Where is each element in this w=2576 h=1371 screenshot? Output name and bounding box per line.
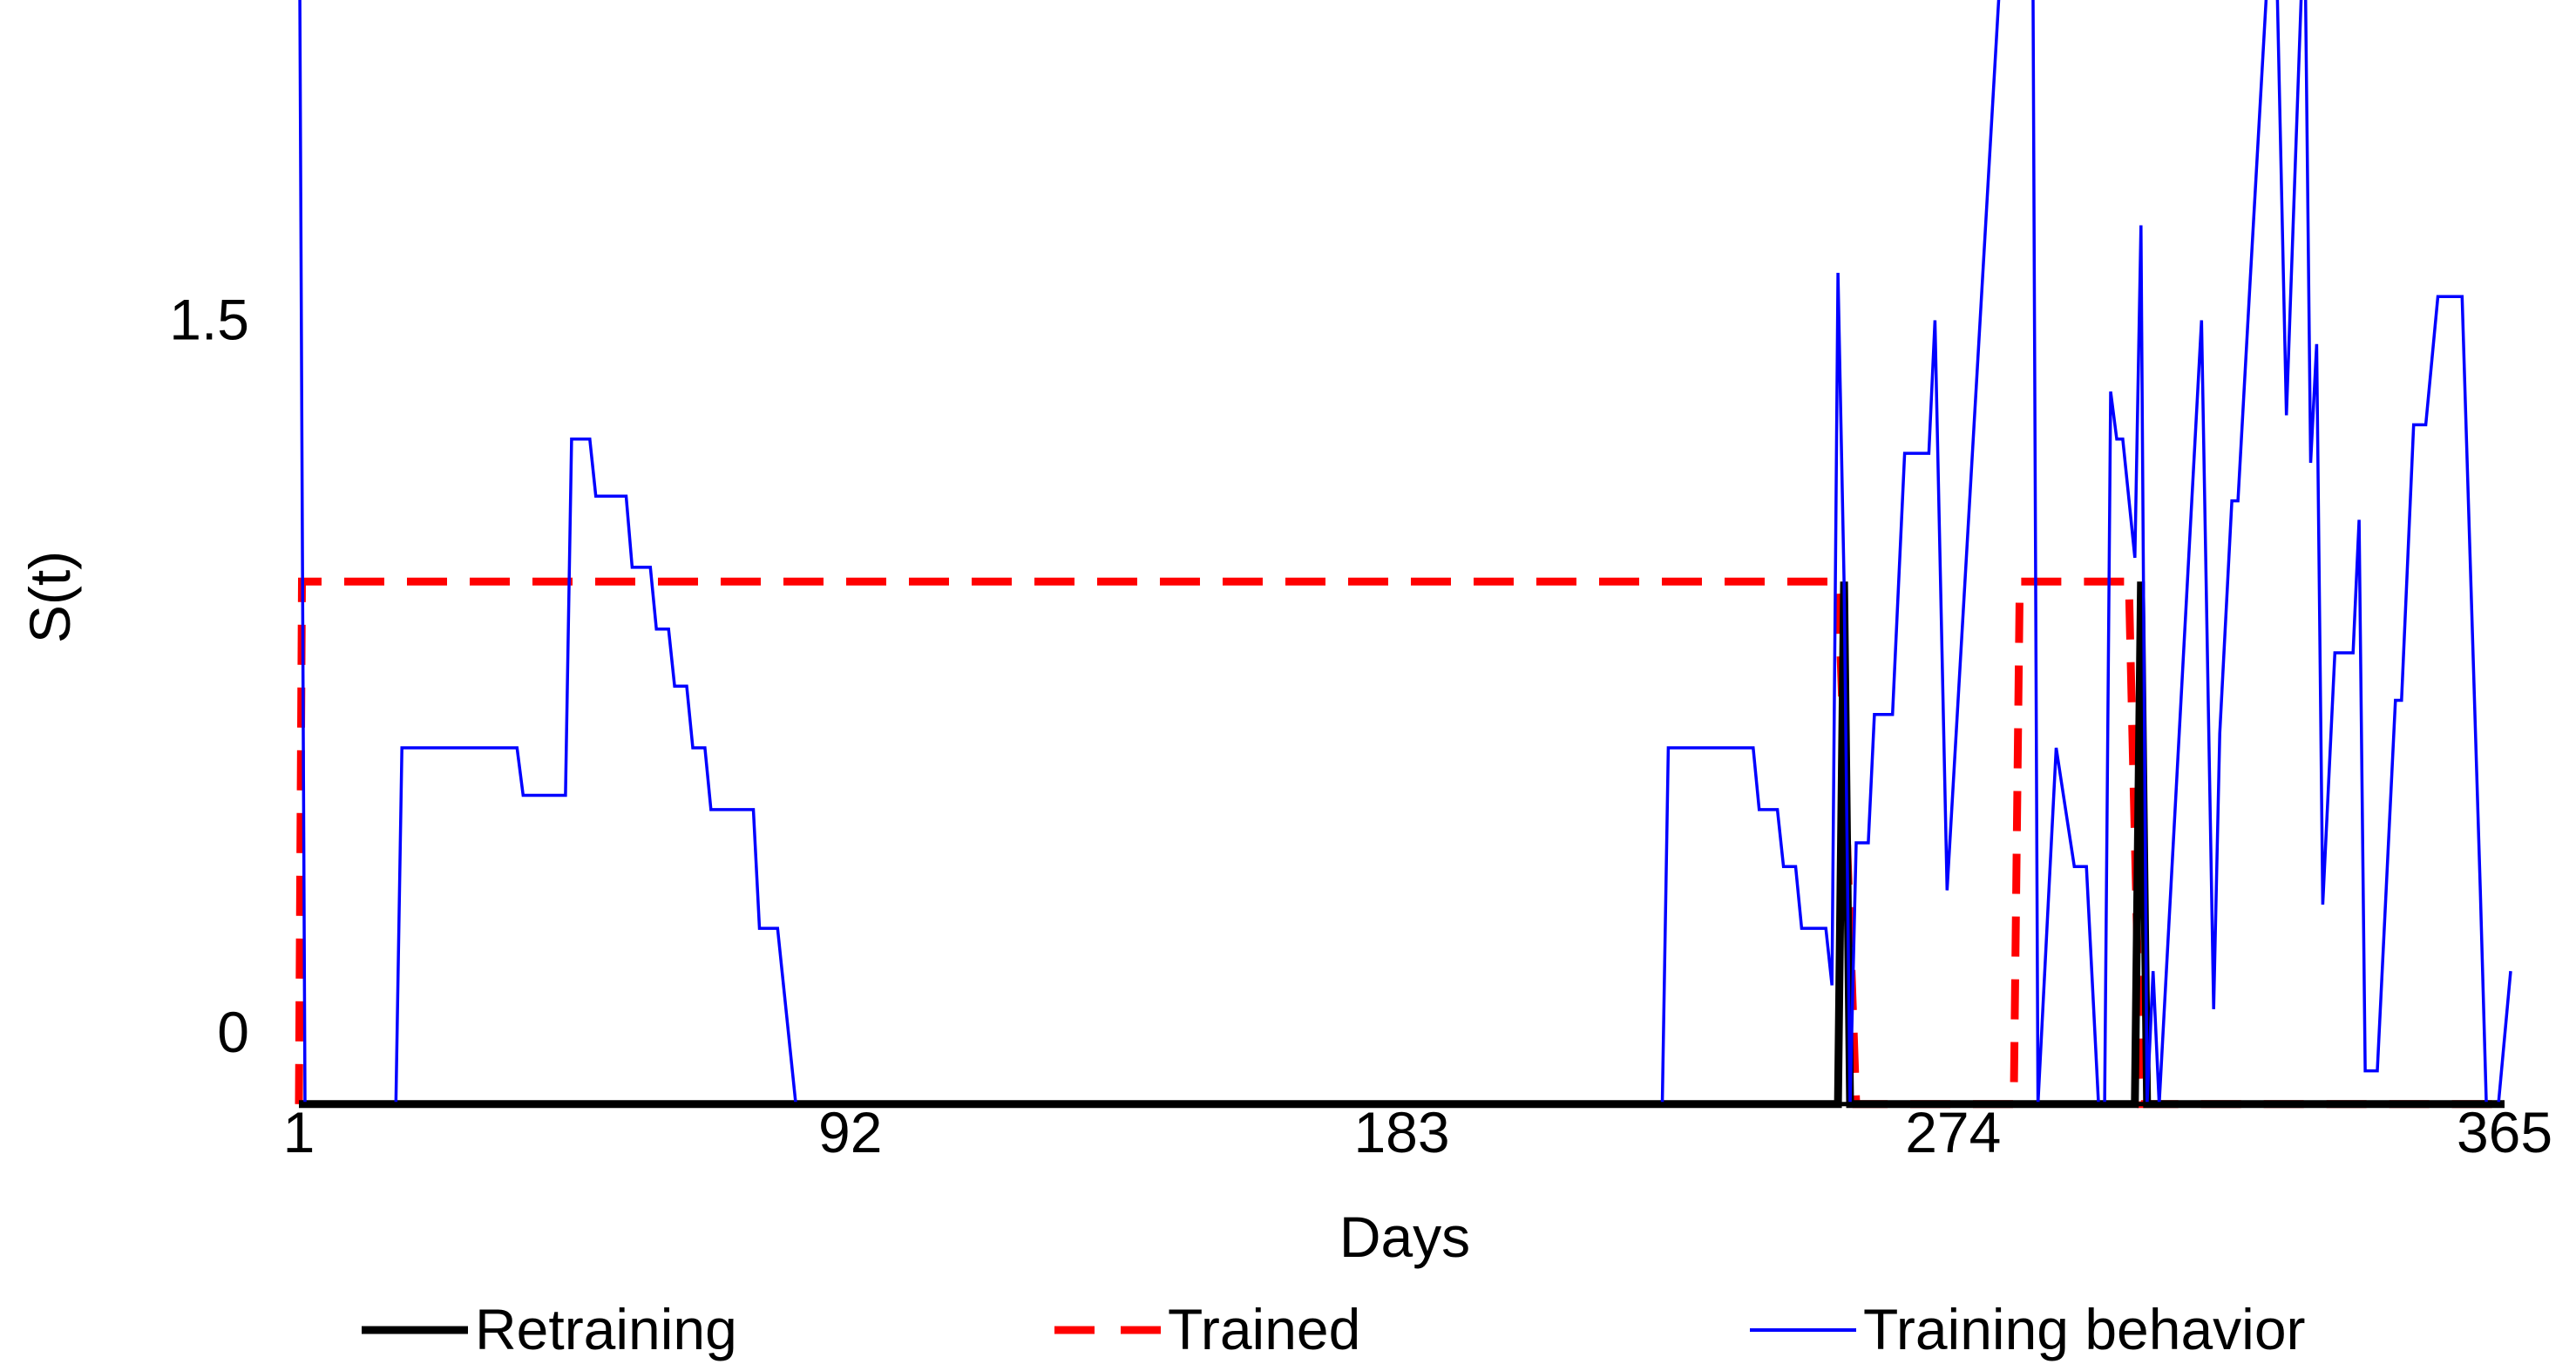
x-tick-label: 1 (283, 1100, 315, 1164)
legend-label: Retraining (475, 1297, 737, 1361)
x-axis-tick-labels: 1 92 183 274 365 (283, 1100, 2552, 1164)
legend-item-training-behavior: Training behavior (1750, 1297, 2306, 1361)
x-tick-label: 365 (2457, 1100, 2552, 1164)
legend-item-trained: Trained (1054, 1297, 1360, 1361)
y-tick-label: 0 (217, 1000, 249, 1064)
plot-area (295, 0, 2512, 1109)
legend-label: Training behavior (1863, 1297, 2306, 1361)
y-tick-label: 1.5 (169, 288, 249, 352)
legend-item-retraining: Retraining (362, 1297, 737, 1361)
x-tick-label: 274 (1905, 1100, 2001, 1164)
x-tick-label: 92 (818, 1100, 882, 1164)
x-tick-label: 183 (1353, 1100, 1449, 1164)
x-axis-title: Days (1339, 1205, 1470, 1269)
legend-label: Trained (1168, 1297, 1360, 1361)
y-axis-title: S(t) (17, 551, 82, 643)
legend: Retraining Trained Training behavior (362, 1297, 2306, 1361)
series-line-training-behavior (298, 0, 2512, 1106)
y-axis-tick-labels: 01.53 (169, 288, 249, 1065)
